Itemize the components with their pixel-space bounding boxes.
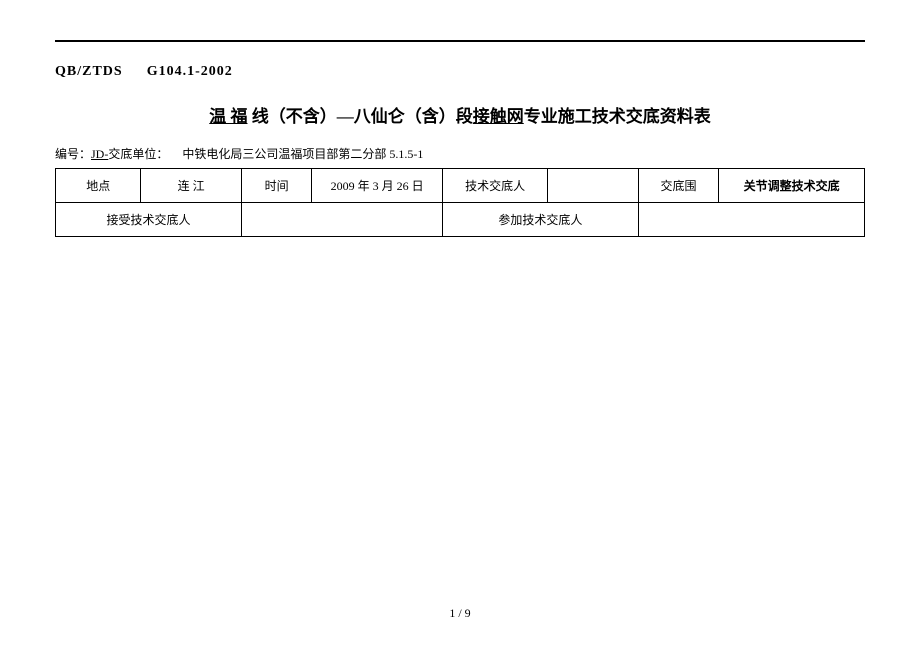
cell-tech-discloser-label: 技术交底人: [442, 169, 548, 203]
disclosure-table: 地点 连 江 时间 2009 年 3 月 26 日 技术交底人 交底围 关节调整…: [55, 168, 865, 237]
cell-scope-value: 关节调整技术交底: [719, 169, 865, 203]
cell-location-value: 连 江: [141, 169, 241, 203]
cell-tech-discloser-value: [548, 169, 638, 203]
doc-code-right: G104.1-2002: [147, 64, 233, 79]
title-suffix: 专业施工技术交底资料表: [524, 107, 711, 126]
title-mid: 线（不含）—八仙仑（含）段: [248, 107, 473, 126]
page-footer: 1 / 9: [0, 606, 920, 621]
table-row: 地点 连 江 时间 2009 年 3 月 26 日 技术交底人 交底围 关节调整…: [56, 169, 865, 203]
cell-participant-label: 参加技术交底人: [442, 203, 638, 237]
title-net: 接触网: [473, 107, 524, 126]
doc-code-left: QB/ZTDS: [55, 64, 123, 79]
cell-location-label: 地点: [56, 169, 141, 203]
meta-label-number: 编号：: [55, 147, 91, 161]
document-title: 温 福 线（不含）—八仙仑（含）段接触网专业施工技术交底资料表: [55, 102, 865, 127]
cell-time-label: 时间: [241, 169, 311, 203]
cell-receiver-value: [241, 203, 442, 237]
meta-unit-value: 中铁电化局三公司温福项目部第二分部 5.1.5-1: [182, 147, 423, 161]
meta-line: 编号：JD-交底单位： 中铁电化局三公司温福项目部第二分部 5.1.5-1: [55, 145, 865, 162]
cell-time-value: 2009 年 3 月 26 日: [312, 169, 443, 203]
meta-label-unit: 交底单位：: [108, 147, 168, 161]
cell-scope-label: 交底围: [638, 169, 718, 203]
cell-receiver-label: 接受技术交底人: [56, 203, 242, 237]
meta-jd: JD-: [91, 147, 108, 161]
table-row: 接受技术交底人 参加技术交底人: [56, 203, 865, 237]
top-rule: [55, 40, 865, 42]
document-code: QB/ZTDS G104.1-2002: [55, 64, 865, 80]
title-prefix: 温 福: [209, 107, 247, 126]
cell-participant-value: [638, 203, 864, 237]
